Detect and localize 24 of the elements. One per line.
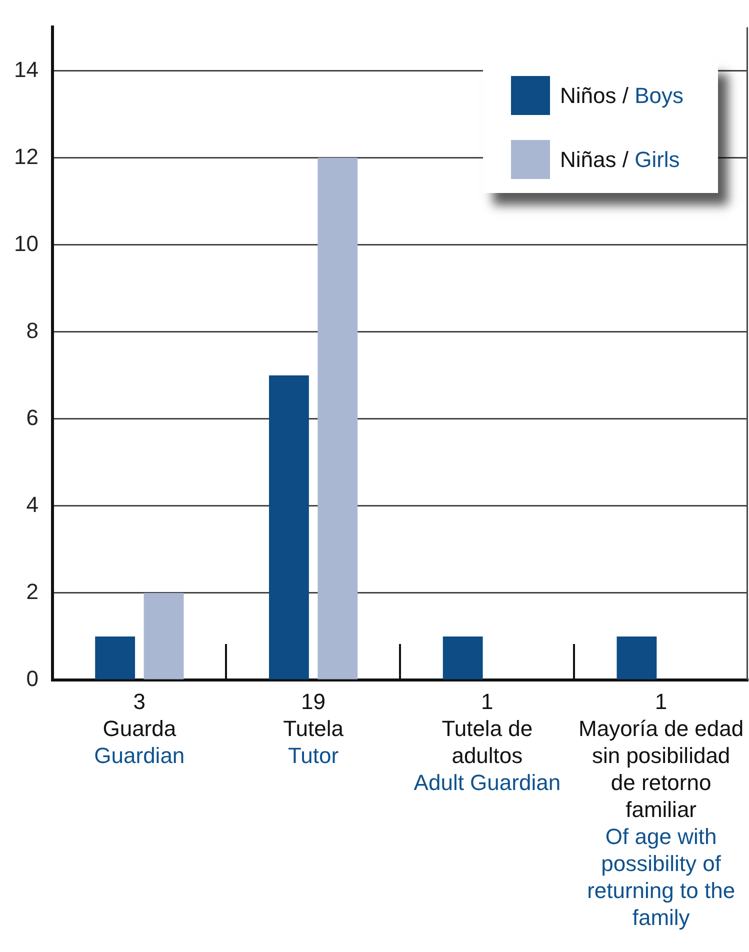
bar	[616, 636, 657, 680]
y-tick-label: 8	[26, 318, 38, 343]
total-label: 19	[301, 689, 326, 714]
legend-label: Niñas / Girls	[560, 146, 680, 172]
bar	[318, 158, 358, 680]
bar	[144, 592, 184, 680]
total-label: 1	[654, 689, 668, 714]
bar	[95, 636, 136, 680]
y-tick-label: 12	[14, 144, 38, 169]
x-tick-label: Mayoría de edad sin posibilidad de retorno familiar Of age with possibility of returning to the family	[578, 716, 744, 930]
y-tick-label: 6	[26, 404, 38, 430]
x-tick-label: Tutela Tutor	[283, 716, 344, 768]
x-tick-label: Guarda Guardian	[94, 716, 185, 768]
legend-label: Niños / Boys	[560, 82, 684, 108]
y-tick-label: 10	[14, 230, 38, 256]
y-tick-label: 0	[26, 666, 38, 692]
y-tick-label: 14	[14, 56, 38, 82]
x-tick-label: Tutela de adultos Adult Guardian	[414, 716, 561, 796]
bar	[268, 375, 309, 680]
y-tick-label: 2	[26, 579, 38, 604]
total-label: 3	[133, 689, 146, 714]
y-tick-label: 4	[26, 492, 38, 517]
bar	[442, 636, 483, 680]
total-label: 1	[481, 689, 494, 714]
